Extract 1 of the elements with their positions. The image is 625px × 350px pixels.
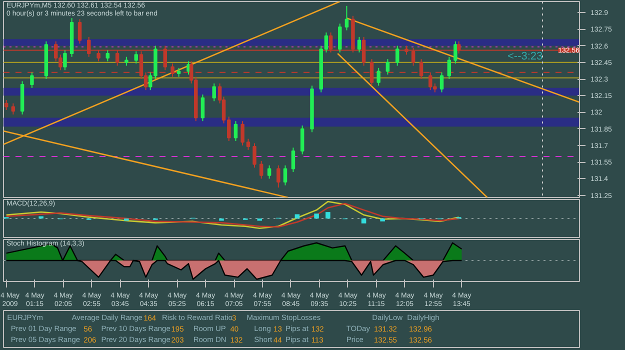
annotation: <--3:23	[508, 50, 543, 62]
